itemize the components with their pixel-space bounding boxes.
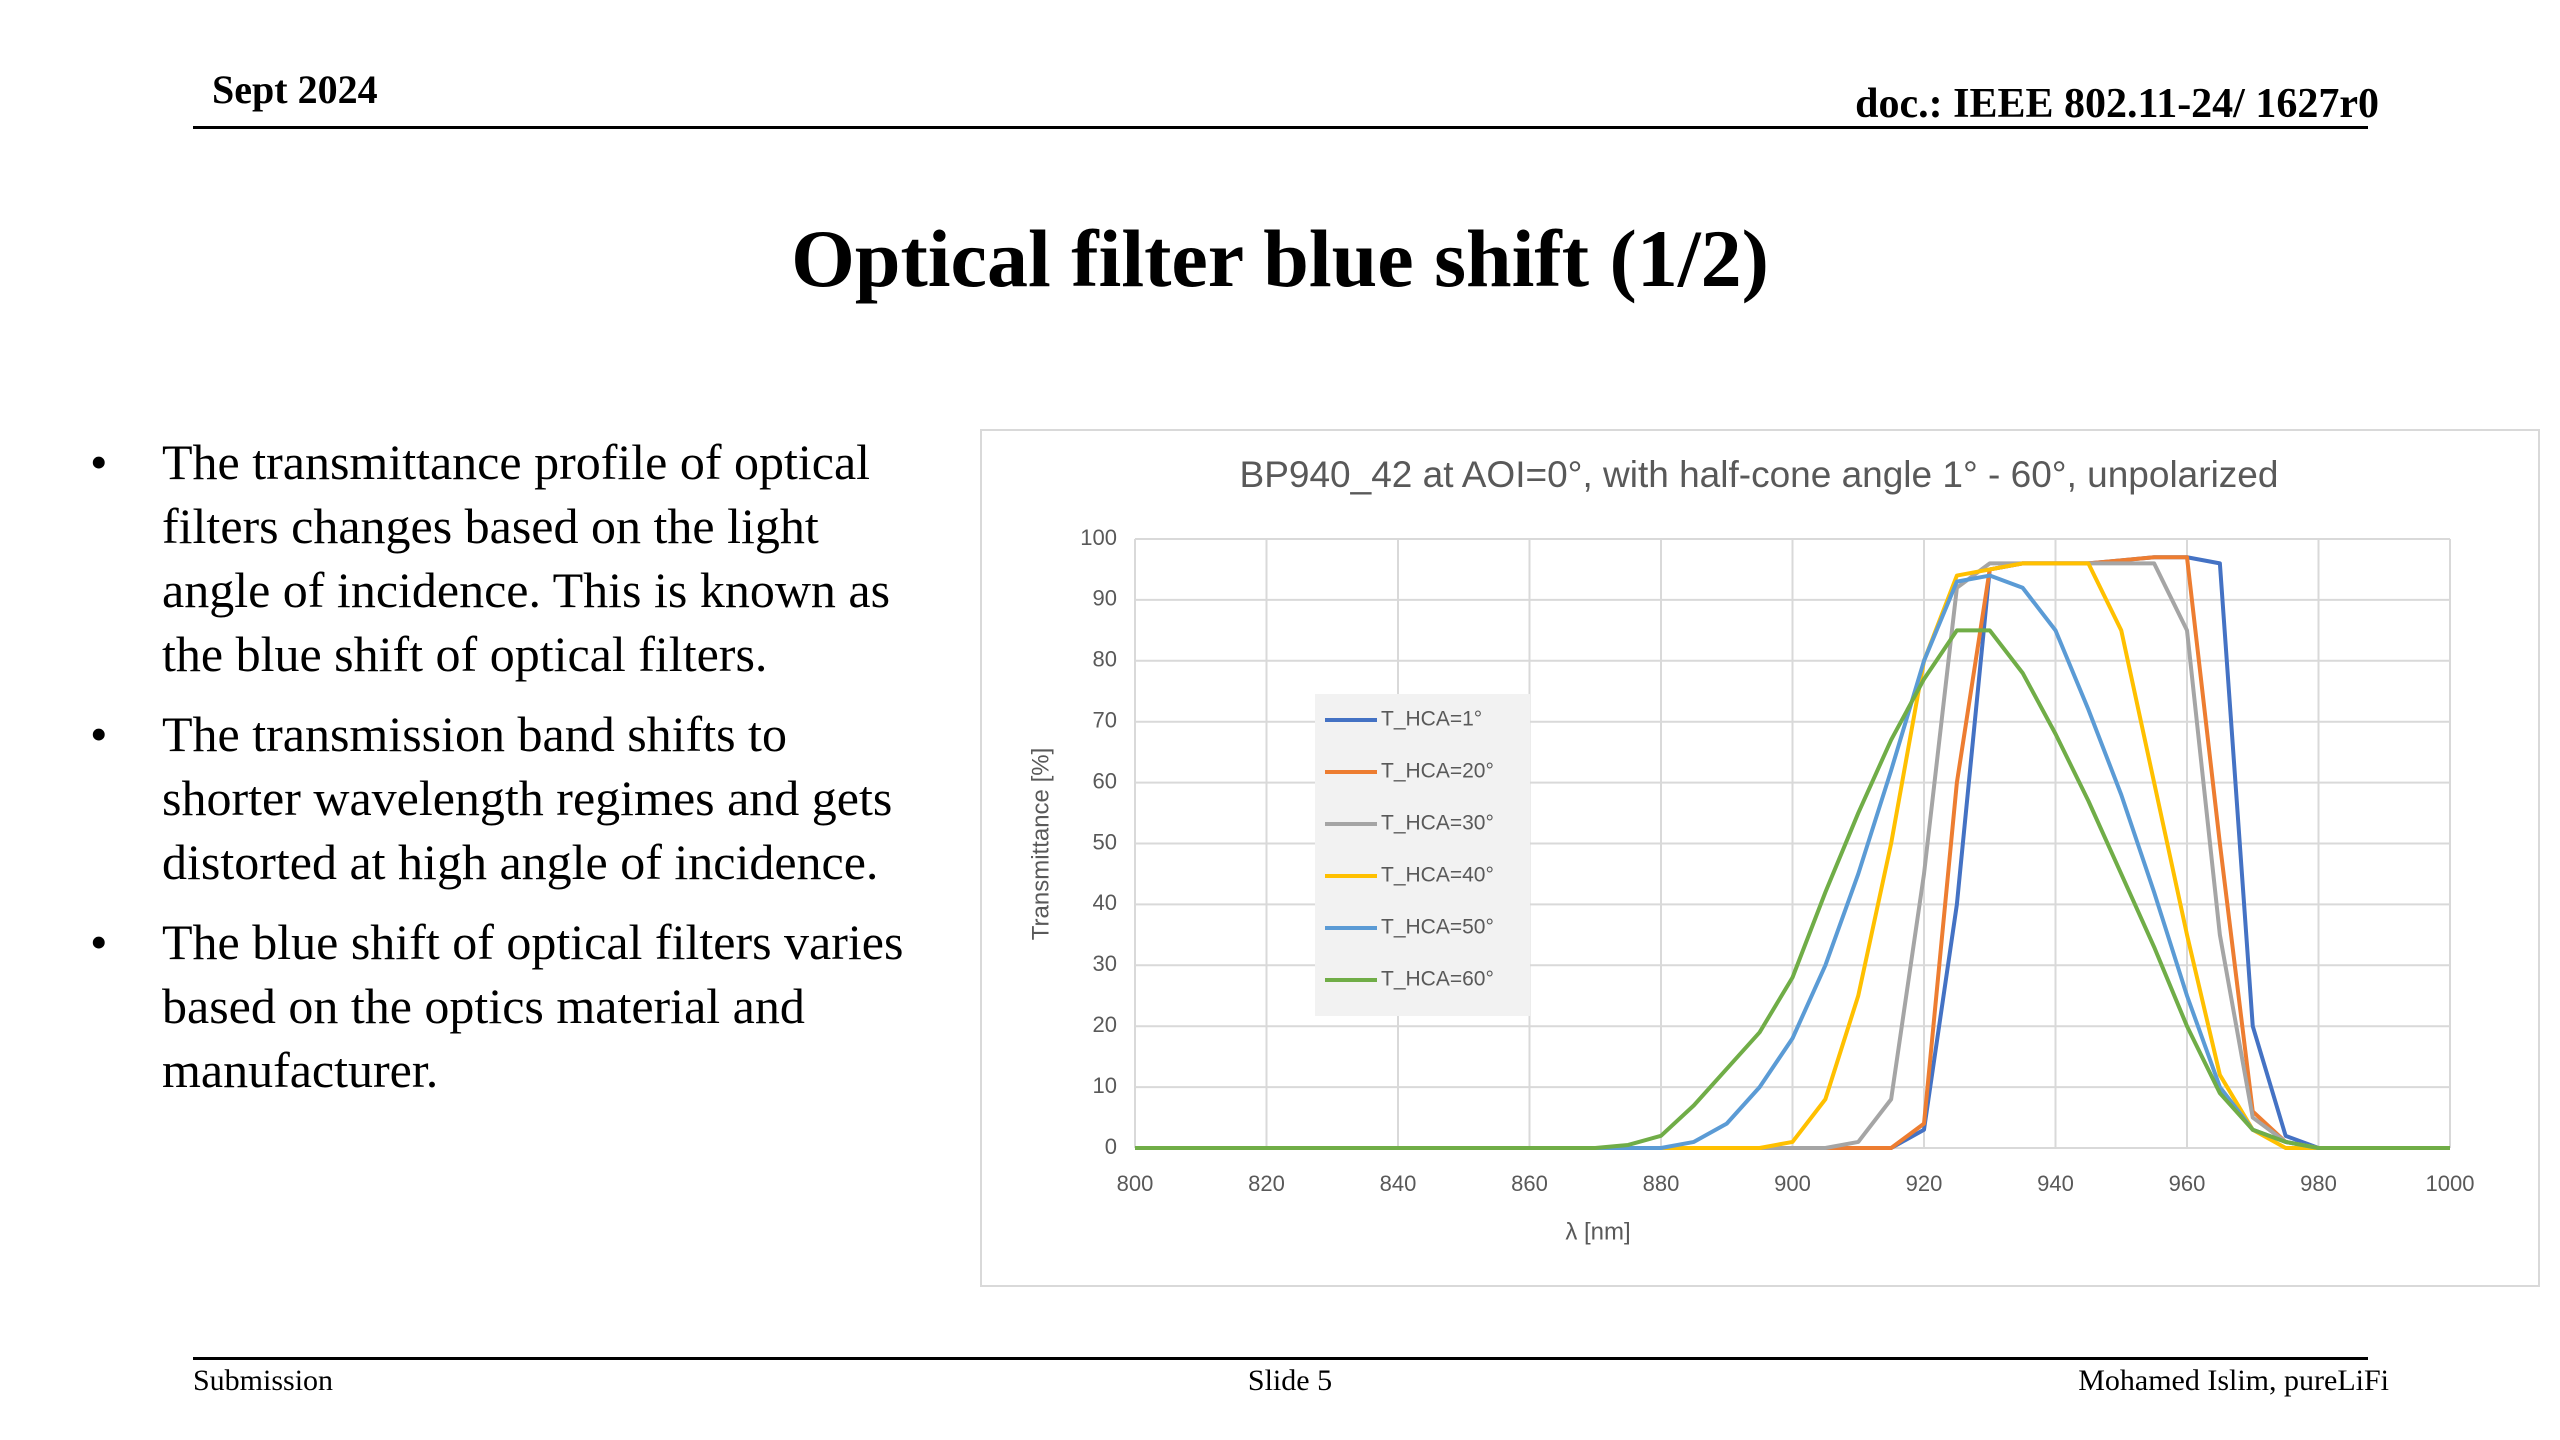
y-tick-label: 90	[1093, 586, 1117, 611]
x-axis-label: λ [nm]	[1565, 1218, 1630, 1245]
header-rule	[193, 126, 2368, 129]
legend-box	[1315, 694, 1530, 1016]
footer-rule	[193, 1357, 2368, 1360]
footer-right: Mohamed Islim, pureLiFi	[2078, 1364, 2389, 1397]
y-tick-label: 100	[1080, 525, 1117, 550]
legend-label: T_HCA=60°	[1381, 968, 1494, 991]
y-tick-label: 70	[1093, 708, 1117, 733]
footer-center: Slide 5	[1247, 1364, 1333, 1397]
chart: BP940_42 at AOI=0°, with half-cone angle…	[980, 429, 2540, 1287]
legend-label: T_HCA=30°	[1381, 812, 1494, 835]
x-tick-label: 860	[1511, 1171, 1548, 1196]
y-tick-label: 40	[1093, 890, 1117, 915]
x-tick-label: 960	[2169, 1171, 2206, 1196]
series-line	[1135, 628, 2450, 1150]
bullet: The transmittance profile of optical fil…	[90, 430, 910, 686]
chart-title: BP940_42 at AOI=0°, with half-cone angle…	[1240, 454, 2279, 495]
y-tick-label: 10	[1093, 1073, 1117, 1098]
y-tick-label: 80	[1093, 647, 1117, 672]
x-tick-label: 820	[1248, 1171, 1285, 1196]
y-tick-label: 50	[1093, 829, 1117, 854]
header-date: Sept 2024	[212, 67, 378, 112]
y-tick-label: 30	[1093, 951, 1117, 976]
x-tick-label: 900	[1774, 1171, 1811, 1196]
footer-left: Submission	[193, 1364, 334, 1397]
legend-label: T_HCA=1°	[1381, 708, 1482, 731]
bullet: The blue shift of optical filters varies…	[90, 910, 910, 1102]
y-axis-label: Transmittance [%]	[1027, 748, 1054, 941]
x-tick-label: 800	[1117, 1171, 1154, 1196]
slide-title: Optical filter blue shift (1/2)	[791, 213, 1769, 304]
bullet-list: The transmittance profile of optical fil…	[90, 430, 910, 1118]
x-tick-label: 980	[2300, 1171, 2337, 1196]
x-tick-label: 840	[1380, 1171, 1417, 1196]
legend-label: T_HCA=20°	[1381, 760, 1494, 783]
chart-frame	[980, 429, 2540, 1287]
bullet: The transmission band shifts to shorter …	[90, 702, 910, 894]
legend-label: T_HCA=40°	[1381, 864, 1494, 887]
x-tick-label: 880	[1643, 1171, 1680, 1196]
header-doc: doc.: IEEE 802.11-24/ 1627r0	[1855, 81, 2379, 127]
y-tick-label: 60	[1093, 768, 1117, 793]
y-tick-label: 0	[1105, 1134, 1117, 1159]
x-tick-label: 940	[2037, 1171, 2074, 1196]
x-tick-label: 920	[1906, 1171, 1943, 1196]
x-tick-label: 1000	[2426, 1171, 2475, 1196]
y-tick-label: 20	[1093, 1012, 1117, 1037]
legend-label: T_HCA=50°	[1381, 916, 1494, 939]
